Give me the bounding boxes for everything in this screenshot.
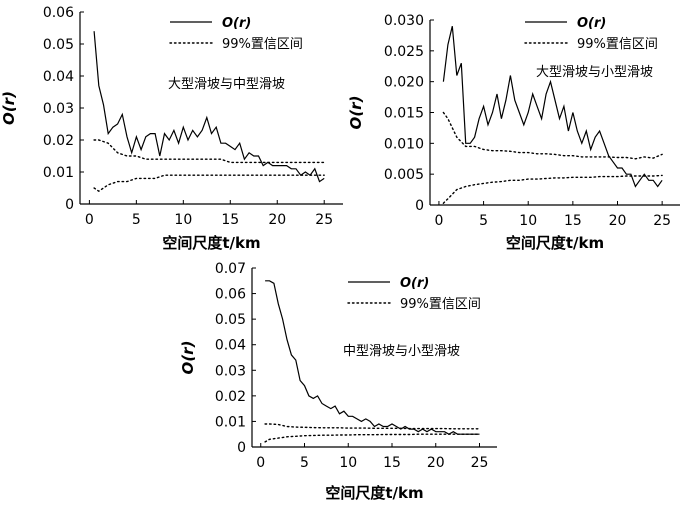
- y-tick-label: 0.05: [215, 312, 246, 328]
- panel-bottom-center: 0 0.01 0.02 0.03 0.04 0.05 0.06 0.07 0 5 10 15 20 25 O…: [179, 261, 497, 502]
- x-tick-label: 20: [609, 213, 627, 229]
- panel-annotation: 大型滑坡与小型滑坡: [536, 65, 653, 80]
- series-line-confidence: [442, 111, 663, 160]
- x-tick-label: 25: [315, 212, 333, 228]
- x-tick-label: 15: [564, 213, 582, 229]
- series-line-o-r: [93, 31, 325, 183]
- y-tick-label: 0: [65, 197, 74, 213]
- x-tick-label: 20: [268, 212, 286, 228]
- y-axis-title: O(r): [0, 91, 18, 125]
- panel-annotation: 中型滑坡与小型滑坡: [343, 344, 460, 359]
- panel-top-left: 0 0.01 0.02 0.03 0.04 0.05 0.06 0 5 10 15 20 25 O(r) 空…: [0, 5, 343, 252]
- y-tick-label: 0.020: [384, 75, 424, 91]
- y-tick-label: 0.04: [215, 338, 246, 354]
- x-tick-label: 5: [300, 455, 309, 471]
- series-line-o-r: [442, 26, 663, 188]
- x-tick-label: 15: [383, 455, 401, 471]
- y-tick-label: 0.01: [215, 414, 246, 430]
- legend-label-o-r: O(r): [577, 16, 606, 31]
- x-axis-title: 空间尺度t/km: [325, 484, 423, 502]
- x-tick-label: 15: [221, 212, 239, 228]
- series-line-confidence: [93, 139, 325, 164]
- series-line-confidence: [442, 174, 663, 204]
- legend: O(r) 99%置信区间: [347, 276, 481, 312]
- legend: O(r) 99%置信区间: [169, 16, 303, 52]
- x-tick-label: 0: [434, 213, 443, 229]
- y-tick-label: 0.07: [215, 261, 246, 277]
- y-tick-label: 0.015: [384, 106, 424, 122]
- x-tick-label: 20: [427, 455, 445, 471]
- y-axis-title: O(r): [347, 96, 365, 130]
- panel-top-right: 0 0.005 0.010 0.015 0.020 0.025 0.030 0 5 10 15 20 2…: [347, 13, 680, 252]
- y-tick-label: 0.02: [43, 133, 74, 149]
- y-tick-label: 0.03: [215, 363, 246, 379]
- x-tick-label: 5: [479, 213, 488, 229]
- legend-label-o-r: O(r): [222, 16, 251, 31]
- x-tick-label: 10: [339, 455, 357, 471]
- x-axis-title: 空间尺度t/km: [506, 234, 604, 252]
- y-tick-label: 0.01: [43, 165, 74, 181]
- y-tick-label: 0.06: [215, 287, 246, 303]
- x-tick-label: 10: [174, 212, 192, 228]
- y-tick-label: 0.030: [384, 13, 424, 29]
- y-tick-label: 0.04: [43, 69, 74, 85]
- series-line-confidence: [264, 433, 481, 443]
- x-tick-label: 25: [653, 213, 671, 229]
- x-axis-title: 空间尺度t/km: [162, 234, 260, 252]
- series-line-confidence: [93, 174, 325, 193]
- y-tick-label: 0.02: [215, 389, 246, 405]
- legend-label-o-r: O(r): [400, 276, 429, 291]
- x-tick-label: 0: [85, 212, 94, 228]
- legend: O(r) 99%置信区间: [524, 16, 658, 52]
- y-tick-label: 0.025: [384, 44, 424, 60]
- x-tick-label: 10: [519, 213, 537, 229]
- legend-label-confidence: 99%置信区间: [577, 37, 658, 52]
- legend-label-confidence: 99%置信区间: [222, 37, 303, 52]
- y-tick-label: 0: [415, 198, 424, 214]
- series-line-confidence: [264, 423, 481, 430]
- panel-annotation: 大型滑坡与中型滑坡: [168, 77, 285, 92]
- y-tick-label: 0: [237, 440, 246, 456]
- y-tick-label: 0.05: [43, 37, 74, 53]
- legend-label-confidence: 99%置信区间: [400, 297, 481, 312]
- x-tick-label: 0: [256, 455, 265, 471]
- x-tick-label: 25: [471, 455, 489, 471]
- y-axis-title: O(r): [179, 341, 197, 375]
- y-tick-label: 0.06: [43, 5, 74, 21]
- y-tick-label: 0.03: [43, 101, 74, 117]
- y-tick-label: 0.010: [384, 136, 424, 152]
- x-tick-label: 5: [132, 212, 141, 228]
- series-line-o-r: [265, 280, 480, 435]
- y-tick-label: 0.005: [384, 167, 424, 183]
